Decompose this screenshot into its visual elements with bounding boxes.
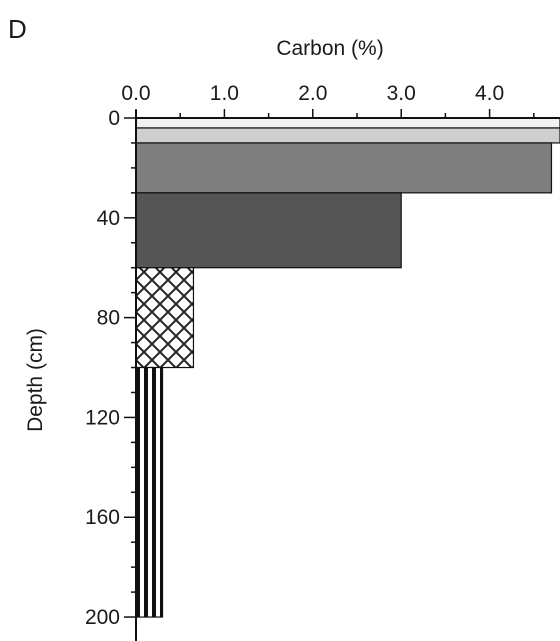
- panel-label: D: [8, 14, 27, 44]
- y-tick-label: 0: [108, 107, 120, 130]
- x-tick-label: 0.0: [121, 82, 150, 105]
- x-tick-label: 2.0: [298, 82, 327, 105]
- y-tick-label: 120: [85, 406, 120, 429]
- axes: [124, 109, 560, 641]
- y-tick-label: 200: [85, 606, 120, 629]
- bar-0: [135, 117, 560, 129]
- bar-1: [135, 127, 560, 144]
- x-tick-label: 4.0: [475, 82, 504, 105]
- y-tick-label: 160: [85, 506, 120, 529]
- y-tick-label: 80: [97, 307, 120, 330]
- y-axis-label: Depth (cm): [24, 328, 47, 432]
- x-tick-label: 3.0: [387, 82, 416, 105]
- bars: [135, 117, 560, 618]
- bar-3: [135, 192, 402, 269]
- x-tick-labels: 0.0 1.0 2.0 3.0 4.0: [121, 82, 504, 105]
- y-tick-label: 40: [97, 207, 120, 230]
- bar-4: [135, 267, 195, 369]
- bar-5: [135, 366, 164, 618]
- x-tick-label: 1.0: [210, 82, 239, 105]
- y-tick-labels: 0 40 80 120 160 200: [85, 107, 120, 629]
- bar-2: [135, 142, 553, 194]
- x-axis-label: Carbon (%): [276, 37, 383, 60]
